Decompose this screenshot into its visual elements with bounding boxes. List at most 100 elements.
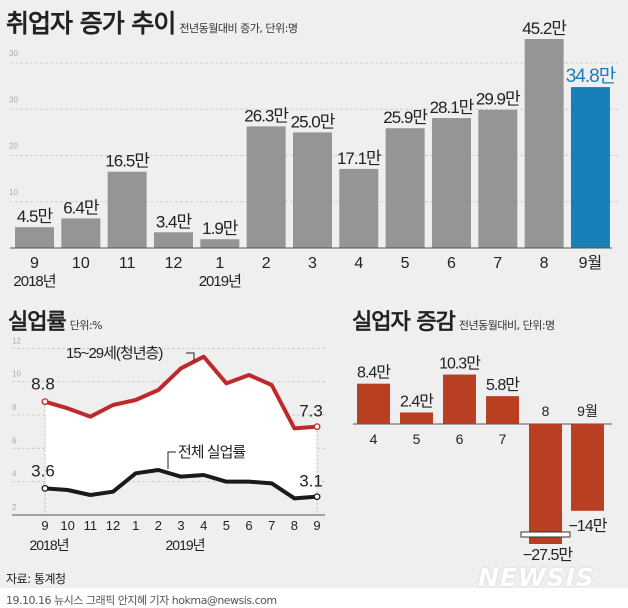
x-tick-label: 3 (177, 518, 184, 533)
data-point (41, 398, 49, 406)
bar-data-label: 25.9만 (383, 108, 428, 127)
newsis-logo: NEWSIS (478, 563, 595, 592)
x-tick-label: 3 (308, 255, 317, 272)
x-tick-label: 7 (499, 431, 507, 447)
bar (61, 218, 101, 248)
bar (339, 168, 379, 248)
bar-data-label: 28.1만 (430, 98, 475, 117)
unemployed-change-title: 실업자 증감 전년동월대비, 단위:명 (352, 304, 555, 336)
x-tick-label: 2 (155, 518, 162, 533)
x-tick-label: 8 (542, 403, 550, 419)
end-value-label: 7.3 (299, 402, 323, 421)
y-tick-label: 8 (12, 403, 17, 412)
y-tick-label: 10 (12, 370, 21, 379)
x-tick-label: 12 (165, 255, 183, 272)
x-tick-label: 8 (540, 255, 549, 272)
y-tick-label: 6 (12, 436, 17, 445)
start-value-label: 3.6 (31, 461, 55, 480)
y-tick-label: 30 (9, 49, 18, 58)
x-tick-label: 11 (84, 518, 98, 533)
axis-break-marker (520, 531, 571, 538)
bar-data-label: 16.5만 (105, 152, 150, 171)
bar (571, 424, 604, 511)
bar (292, 132, 332, 248)
x-tick-label: 7 (493, 255, 502, 272)
bar-data-label: 17.1만 (337, 149, 382, 168)
bar (570, 87, 610, 248)
label-leader (186, 352, 195, 361)
unemployment-rate-title: 실업률 단위:% (8, 304, 103, 336)
bar (486, 396, 519, 424)
x-tick-label: 2 (262, 255, 271, 272)
x-tick-label: 1 (132, 518, 139, 533)
y-tick-label: 2 (12, 503, 17, 512)
title-text: 취업자 증가 추이 (6, 9, 176, 38)
x-tick-label: 4 (354, 255, 363, 272)
employment-chart-title: 취업자 증가 추이 전년동월대비 증가, 단위:명 (6, 4, 298, 40)
bar-data-label: 2.4만 (400, 392, 434, 410)
y-tick-label: 10 (9, 188, 18, 197)
bar-data-label: 8.4만 (357, 364, 391, 382)
data-point (313, 493, 321, 501)
x-tick-label: 5 (401, 255, 410, 272)
data-point (313, 423, 321, 431)
bar-data-label: 4.5만 (17, 207, 54, 226)
bar (529, 424, 562, 544)
x-tick-label: 6 (447, 255, 456, 272)
bar (524, 39, 564, 248)
bar-data-label: 1.9만 (202, 219, 239, 238)
credit-text: 19.10.16 뉴시스 그래픽 안지혜 기자 hokma@newsis.com (6, 594, 277, 607)
bar-data-label: 10.3만 (439, 355, 481, 373)
bar-data-label: −14만 (569, 517, 608, 535)
year-label: 2018년 (13, 273, 55, 290)
x-tick-label: 5 (413, 431, 421, 447)
x-tick-label: 9 (41, 518, 48, 533)
title-text: 실업률 (8, 310, 67, 335)
subtitle: 전년동월대비, 단위:명 (458, 319, 555, 332)
bar (385, 128, 425, 248)
bar-data-label: 34.8만 (566, 65, 616, 87)
x-tick-label: 11 (119, 255, 136, 272)
end-value-label: 3.1 (299, 472, 323, 491)
source-text: 자료: 통계청 (6, 572, 66, 586)
bar (400, 412, 433, 424)
bar (200, 239, 240, 248)
bar-data-label: 29.9만 (476, 90, 521, 109)
x-tick-label: 10 (72, 255, 90, 272)
bar-data-label: −27.5만 (523, 546, 573, 564)
start-value-label: 8.8 (31, 375, 55, 394)
bar (478, 109, 518, 248)
bar (431, 118, 471, 249)
y-tick-label: 12 (12, 336, 21, 345)
series-name-label: 15~29세(청년층) (66, 345, 163, 362)
series-name-label: 전체 실업률 (178, 444, 246, 461)
year-label: 2019년 (166, 537, 205, 553)
subtitle: 단위:% (69, 319, 103, 332)
bar-data-label: 3.4만 (156, 212, 193, 231)
x-tick-label: 4 (370, 431, 378, 447)
x-tick-label: 7 (268, 518, 275, 533)
area-between-series (45, 356, 318, 499)
x-tick-label: 9 (313, 518, 320, 533)
data-point (41, 484, 49, 492)
y-tick-label: 30 (9, 95, 18, 104)
footer-band (0, 588, 628, 608)
bar (153, 232, 193, 248)
bar-data-label: 6.4만 (63, 198, 100, 217)
title-text: 실업자 증감 (352, 310, 456, 335)
bar (15, 227, 54, 248)
x-tick-label: 10 (60, 518, 74, 533)
bar (357, 383, 390, 424)
subtitle: 전년동월대비 증가, 단위:명 (179, 22, 298, 35)
year-label: 2018년 (29, 537, 68, 553)
bar (107, 171, 147, 248)
bar (443, 374, 476, 424)
x-tick-label: 5 (223, 518, 230, 533)
label-leader (167, 451, 176, 469)
x-tick-label: 9 (30, 255, 39, 272)
x-tick-label: 4 (200, 518, 207, 533)
bar (246, 126, 286, 248)
x-tick-label: 12 (106, 518, 120, 533)
bar-data-label: 25.0만 (291, 112, 336, 131)
